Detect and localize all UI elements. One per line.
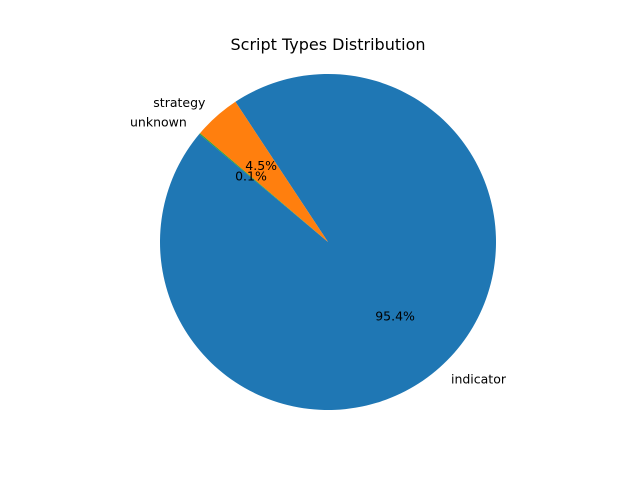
pie-slice-strategy xyxy=(199,101,328,243)
slice-pct-unknown: 0.1% xyxy=(235,168,267,183)
pie-slice-unknown xyxy=(199,133,328,242)
pie-slices xyxy=(160,73,497,410)
slice-pct-indicator: 95.4% xyxy=(375,309,415,324)
slice-pct-strategy: 4.5% xyxy=(245,158,277,173)
slice-label-indicator: indicator xyxy=(451,371,507,386)
slice-label-unknown: unknown xyxy=(130,114,187,129)
pie-labels: indicator 95.4% strategy 4.5% unknown 0.1% xyxy=(130,95,507,386)
chart-title: Script Types Distribution xyxy=(230,35,425,54)
pie-slice-indicator xyxy=(160,73,497,410)
slice-label-strategy: strategy xyxy=(153,95,206,110)
